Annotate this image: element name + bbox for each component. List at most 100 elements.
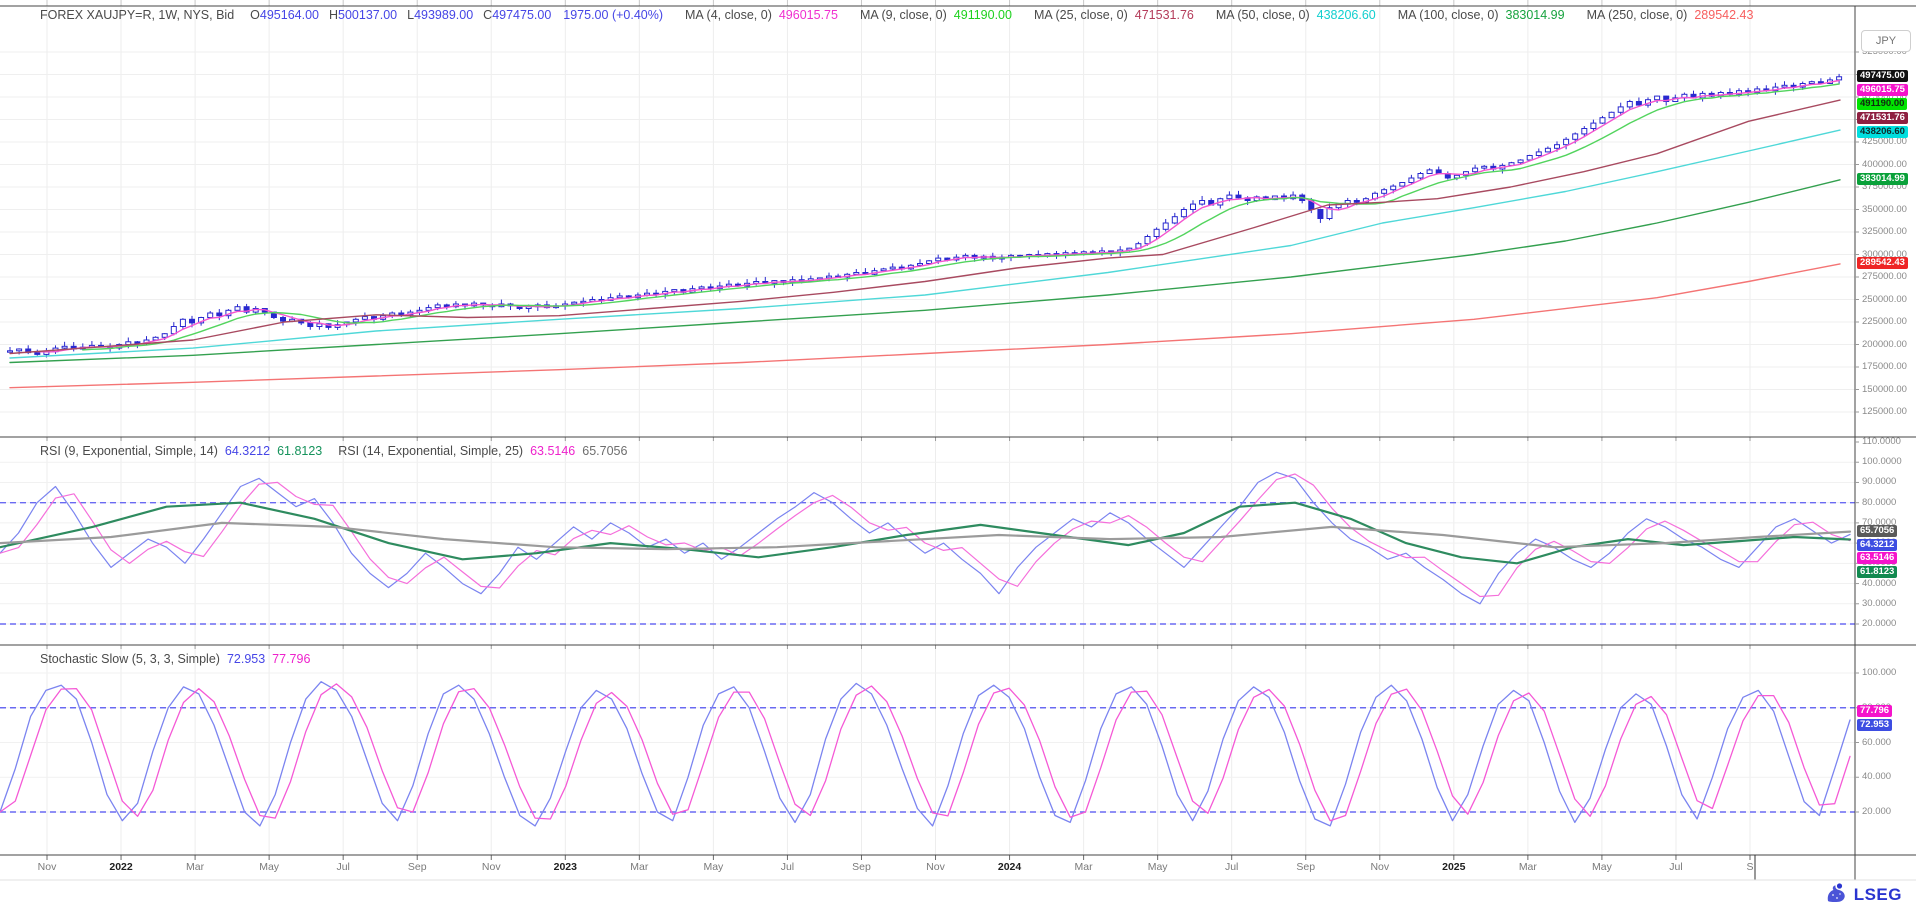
rsi1-value: 64.3212 (224, 444, 271, 458)
price-axis-label: 425000.00 (1862, 136, 1907, 147)
price-axis-label: 125000.00 (1862, 406, 1907, 417)
price-badge: 491190.00 (1857, 98, 1908, 111)
ma-label: MA (4, close, 0) (685, 8, 772, 22)
stochastic-value-badge: 77.796 (1857, 705, 1893, 718)
ma-label: MA (50, close, 0) (1215, 8, 1310, 22)
ohlc-value: 495164.00 (259, 8, 319, 22)
main-chart-legend[interactable]: FOREX XAUJPY=R, 1W, NYS, Bid O 495164.00 H 5… (40, 8, 1775, 22)
stochastic-value-badge: 72.953 (1857, 718, 1893, 731)
price-axis-label: 150000.00 (1862, 383, 1907, 395)
price-axis-label: 400000.00 (1862, 158, 1907, 170)
ohlc-label: H (328, 8, 339, 22)
rsi-axis-label: 20.0000 (1862, 618, 1897, 629)
ohlc-label: L (407, 8, 415, 22)
stochastic-axis-label: 60.000 (1862, 736, 1892, 748)
rsi1-label: RSI (9, Exponential, Simple, 14) (40, 444, 218, 458)
ohlc-label: C (483, 8, 493, 22)
stochastic-axis-label: 20.000 (1862, 806, 1892, 817)
stochastic-legend[interactable]: Stochastic Slow (5, 3, 3, Simple) 72.953… (40, 652, 310, 666)
rsi1-ma-value: 61.8123 (277, 444, 323, 458)
price-axis-label: 250000.00 (1862, 293, 1907, 305)
time-axis-label: May (259, 861, 280, 873)
price-badge: 383014.99 (1857, 173, 1908, 186)
price-axis-label: 200000.00 (1862, 338, 1907, 350)
stochastic-label: Stochastic Slow (5, 3, 3, Simple) (40, 652, 220, 666)
rsi2-value: 63.5146 (530, 444, 576, 458)
stochastic-panel[interactable] (0, 646, 1855, 855)
rsi-panel[interactable] (0, 438, 1855, 645)
rsi-value-badge: 65.7056 (1857, 525, 1898, 538)
ma-value: 471531.76 (1134, 8, 1194, 22)
stochastic-axis-label: 100.000 (1862, 667, 1897, 678)
time-axis-label: Sep (852, 861, 871, 873)
price-badge: 497475.00 (1857, 70, 1908, 83)
time-axis-label: Jul (1669, 861, 1683, 873)
ohlc-value: 500137.00 (338, 8, 398, 22)
price-axis-label: 475000.00 (1862, 91, 1907, 102)
time-axis-label: Nov (1370, 861, 1390, 873)
time-axis-label: Jul (336, 861, 350, 873)
time-axis-label: 2022 (109, 861, 133, 873)
rsi-axis-label: 90.0000 (1862, 476, 1897, 488)
ma-label: MA (250, close, 0) (1586, 8, 1688, 22)
ma-label: MA (25, close, 0) (1033, 8, 1128, 22)
stochastic-k-value: 72.953 (226, 652, 266, 666)
time-axis-label: 2025 (1442, 861, 1466, 873)
ma-label: MA (9, close, 0) (859, 8, 947, 22)
time-axis-label: Nov (37, 861, 57, 873)
ohlc-value: 497475.00 (492, 8, 552, 22)
price-axis-label: 350000.00 (1862, 203, 1907, 215)
ma-value: 289542.43 (1694, 8, 1754, 22)
time-axis-label: Mar (186, 861, 205, 873)
time-axis-label: S (1746, 861, 1754, 873)
price-axis-label: 275000.00 (1862, 271, 1907, 282)
rsi2-label: RSI (14, Exponential, Simple, 25) (338, 444, 524, 458)
ma-value: 438206.60 (1316, 8, 1376, 22)
time-axis-label: 2023 (553, 861, 577, 873)
time-axis-label: 2024 (997, 861, 1022, 873)
stochastic-axis-label: 40.000 (1862, 771, 1892, 783)
price-badge: 289542.43 (1857, 257, 1908, 270)
time-axis-label: Mar (630, 861, 649, 873)
time-axis-label: Nov (481, 861, 501, 873)
rsi-axis-label: 40.0000 (1862, 577, 1897, 589)
ma-value: 496015.75 (778, 8, 838, 22)
ma-value: 491190.00 (953, 8, 1012, 22)
ohlc-value: 493989.00 (414, 8, 474, 22)
rsi-axis-label: 30.0000 (1862, 597, 1897, 609)
price-axis-label: 175000.00 (1862, 361, 1907, 372)
price-badge: 438206.60 (1857, 126, 1908, 139)
currency-axis-button[interactable]: JPY (1861, 30, 1911, 52)
main-price-panel[interactable] (0, 7, 1855, 437)
rsi-legend[interactable]: RSI (9, Exponential, Simple, 14) 64.3212… (40, 444, 627, 458)
time-axis-label: Nov (926, 861, 945, 873)
ma-label: MA (100, close, 0) (1397, 8, 1499, 22)
time-axis-label: May (1591, 861, 1612, 873)
rsi-value-badge: 61.8123 (1857, 565, 1898, 578)
time-axis-label: Jul (1224, 861, 1239, 873)
rsi-axis-label: 80.0000 (1862, 496, 1897, 508)
lseg-brand-text: LSEG (1853, 885, 1902, 904)
rsi2-ma-value: 65.7056 (582, 444, 628, 458)
time-axis-label: May (703, 861, 724, 873)
rsi-axis-label: 70.0000 (1862, 516, 1897, 528)
time-axis-label: May (1147, 861, 1168, 873)
lseg-brand: LSEG (1824, 882, 1902, 908)
time-axis-label: Sep (1296, 861, 1316, 873)
footer-bar: LSEG (0, 881, 1916, 905)
lseg-crest-icon (1824, 882, 1848, 908)
price-axis-label: 375000.00 (1862, 181, 1907, 192)
price-axis-label: 225000.00 (1862, 316, 1907, 327)
change-value: 1975.00 (+0.40%) (563, 8, 664, 22)
time-axis-label: Sep (407, 861, 427, 873)
symbol-title: FOREX XAUJPY=R, 1W, NYS, Bid (40, 8, 235, 22)
price-badge: 471531.76 (1857, 112, 1908, 125)
price-axis-label: 325000.00 (1862, 226, 1907, 237)
time-axis-label: Jul (780, 861, 795, 873)
rsi-value-badge: 63.5146 (1857, 552, 1898, 565)
rsi-value-badge: 64.3212 (1857, 538, 1898, 551)
ma-value: 383014.99 (1505, 8, 1565, 22)
time-axis-label: Mar (1074, 861, 1093, 873)
